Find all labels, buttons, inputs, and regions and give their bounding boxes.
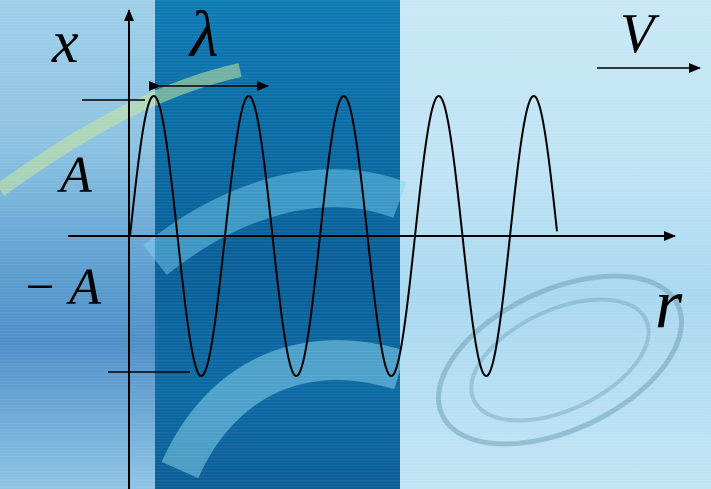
swirl-yellow	[0, 63, 242, 196]
swirl-cyan-lower	[161, 340, 406, 479]
velocity-label: V	[620, 3, 655, 65]
swirl-ring-outer	[436, 273, 684, 447]
swirl-ring-inner	[469, 297, 651, 423]
x-axis-label: x	[52, 9, 79, 75]
amplitude-label: A	[60, 147, 92, 204]
swirl-cyan-upper	[143, 169, 407, 275]
wavelength-label: λ	[190, 0, 219, 71]
background-panel-right	[400, 0, 711, 489]
negative-amplitude-label: − A	[22, 259, 101, 316]
r-axis-label: r	[655, 266, 683, 343]
wave-curve	[129, 94, 558, 378]
